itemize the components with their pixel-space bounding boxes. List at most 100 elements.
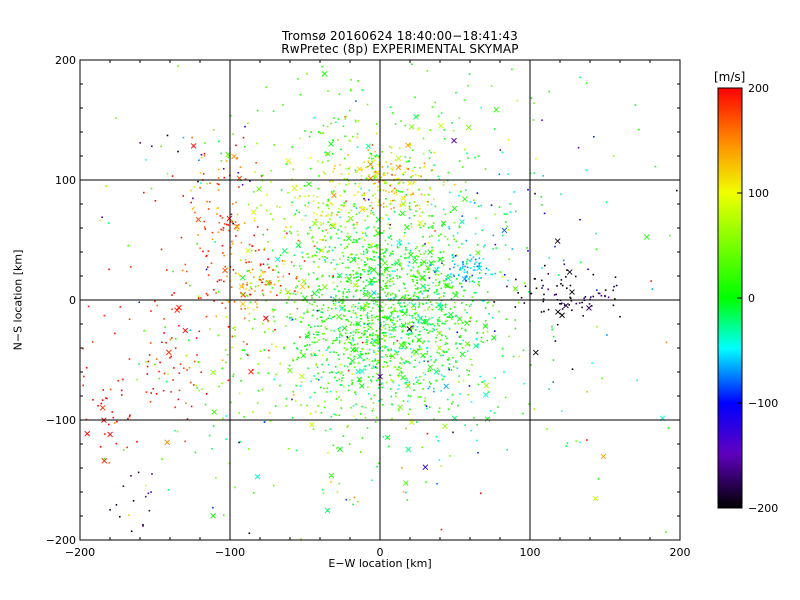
data-point xyxy=(147,492,150,495)
data-point xyxy=(410,269,412,272)
data-point xyxy=(452,256,455,258)
data-point xyxy=(320,386,322,389)
data-point xyxy=(501,151,504,154)
data-point xyxy=(447,367,450,369)
data-point-cross xyxy=(210,512,216,519)
data-point xyxy=(296,358,298,361)
data-point xyxy=(389,223,391,226)
data-point xyxy=(145,391,148,393)
data-point xyxy=(384,347,386,349)
data-point-cross xyxy=(318,247,325,254)
data-point xyxy=(470,400,473,403)
data-point-cross xyxy=(250,209,257,215)
data-point xyxy=(218,279,221,281)
data-point xyxy=(227,156,230,159)
data-point xyxy=(347,369,350,372)
data-point xyxy=(227,379,230,382)
data-point xyxy=(322,371,325,373)
data-point xyxy=(247,122,249,125)
data-point xyxy=(457,264,459,267)
data-point xyxy=(372,402,375,404)
data-point xyxy=(221,367,224,370)
data-point xyxy=(419,215,421,217)
data-point xyxy=(373,177,376,179)
data-point xyxy=(401,347,403,350)
data-point xyxy=(554,245,556,248)
data-point xyxy=(486,330,489,333)
data-point xyxy=(396,368,398,371)
data-point xyxy=(102,389,105,391)
data-point xyxy=(375,271,378,274)
data-point-cross xyxy=(274,256,281,263)
data-point xyxy=(357,279,360,281)
data-point xyxy=(177,150,179,153)
data-point xyxy=(377,204,380,206)
data-point xyxy=(381,272,383,275)
data-point xyxy=(373,175,375,178)
data-point xyxy=(392,277,394,279)
data-point xyxy=(400,255,402,258)
y-tick-label: −200 xyxy=(46,534,76,547)
data-point xyxy=(412,192,414,194)
data-point xyxy=(478,263,481,265)
data-point xyxy=(527,250,529,252)
data-point xyxy=(377,315,380,318)
data-point xyxy=(281,259,284,262)
data-point xyxy=(426,268,429,271)
data-point xyxy=(376,334,378,336)
data-point xyxy=(429,301,432,303)
data-point xyxy=(560,283,562,285)
data-point xyxy=(417,265,420,268)
data-point xyxy=(444,213,447,216)
data-point xyxy=(491,316,494,319)
data-point xyxy=(380,321,382,324)
data-point xyxy=(417,291,420,294)
data-point xyxy=(266,263,269,266)
data-point xyxy=(410,222,413,225)
data-point xyxy=(466,350,469,352)
data-point xyxy=(384,180,386,183)
data-point xyxy=(355,418,357,421)
data-point xyxy=(232,133,234,136)
x-tick-label: −100 xyxy=(215,546,245,559)
data-point xyxy=(249,301,252,304)
data-point xyxy=(405,160,408,163)
data-point xyxy=(327,452,329,454)
data-point xyxy=(92,399,94,401)
data-point xyxy=(239,357,242,360)
data-point xyxy=(444,304,447,306)
data-point-cross xyxy=(350,256,357,263)
data-point xyxy=(409,325,412,327)
data-point-cross xyxy=(451,205,458,212)
data-point xyxy=(351,373,354,375)
data-point-cross xyxy=(176,304,182,311)
data-point xyxy=(455,360,457,362)
data-point xyxy=(374,359,376,362)
data-point xyxy=(335,339,338,341)
data-point xyxy=(233,335,236,337)
x-tick-label: −200 xyxy=(65,546,95,559)
data-point xyxy=(451,122,453,124)
data-point xyxy=(385,295,387,297)
data-point xyxy=(324,326,327,328)
data-point xyxy=(459,268,462,271)
data-point xyxy=(341,302,343,305)
data-point xyxy=(112,416,115,419)
data-point xyxy=(410,176,412,178)
data-point xyxy=(577,146,580,149)
data-point xyxy=(154,200,157,202)
data-point xyxy=(360,317,363,320)
data-point xyxy=(149,401,152,403)
data-point xyxy=(354,391,356,394)
data-point xyxy=(399,191,401,193)
data-point xyxy=(442,375,445,378)
data-point-cross xyxy=(400,374,406,381)
data-point xyxy=(407,360,410,363)
data-point xyxy=(371,160,373,163)
data-point xyxy=(478,281,480,283)
data-point xyxy=(381,310,383,313)
data-point xyxy=(406,308,408,311)
data-point xyxy=(223,254,225,257)
data-point xyxy=(217,168,220,171)
data-point xyxy=(441,322,444,325)
